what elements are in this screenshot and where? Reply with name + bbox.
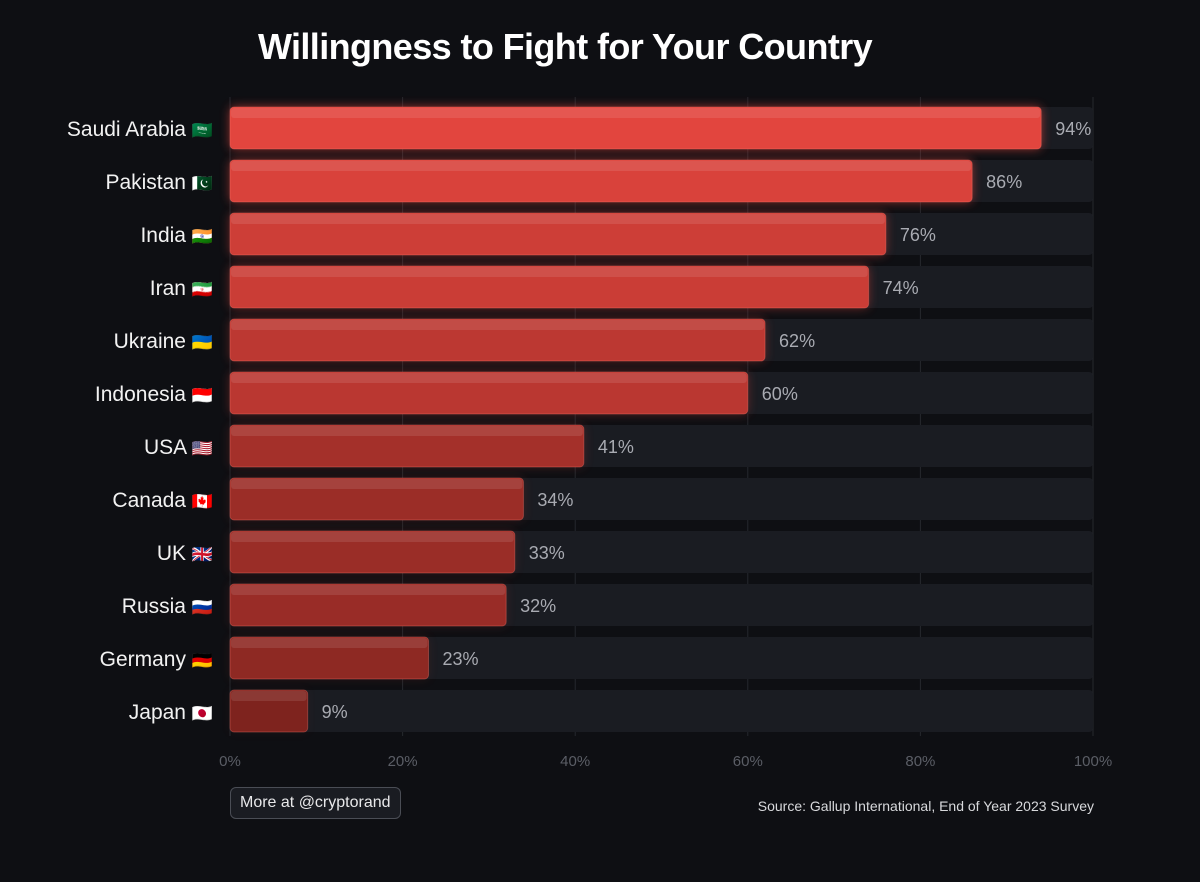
bar-usa bbox=[229, 424, 585, 468]
flag-icon: 🇩🇪 bbox=[192, 651, 213, 670]
value-label: 32% bbox=[520, 596, 556, 616]
country-name: Russia bbox=[122, 595, 192, 618]
labels: 0% 20% 40% 60% 80% 100% 94% Saudi Arabia 🇸🇦 86% P… bbox=[67, 118, 1112, 770]
bar-highlight bbox=[231, 320, 765, 330]
bar-track bbox=[230, 690, 1093, 732]
bar-highlight bbox=[231, 479, 523, 489]
flag-icon: 🇮🇳 bbox=[192, 227, 213, 246]
flag-icon: 🇮🇷 bbox=[192, 280, 213, 299]
x-tick-label: 40% bbox=[560, 753, 590, 770]
flag-icon: 🇸🇦 bbox=[192, 121, 213, 140]
flag-icon: 🇷🇺 bbox=[192, 598, 213, 617]
country-name: Canada bbox=[112, 489, 191, 512]
x-tick-label: 60% bbox=[733, 753, 763, 770]
flag-icon: 🇺🇦 bbox=[192, 333, 213, 352]
flag-icon: 🇺🇸 bbox=[192, 439, 213, 458]
category-label: Indonesia 🇮🇩 bbox=[95, 383, 213, 406]
bar-uk bbox=[229, 530, 516, 574]
category-label: Iran 🇮🇷 bbox=[150, 277, 213, 300]
chart-title: Willingness to Fight for Your Country bbox=[257, 26, 873, 67]
value-label: 23% bbox=[442, 649, 478, 669]
bar-canada bbox=[229, 477, 524, 521]
country-name: Japan bbox=[129, 701, 192, 724]
country-name: Pakistan bbox=[105, 171, 191, 194]
value-label: 33% bbox=[529, 543, 565, 563]
value-label: 34% bbox=[537, 490, 573, 510]
flag-icon: 🇯🇵 bbox=[192, 704, 213, 723]
bar-highlight bbox=[231, 214, 885, 224]
bars bbox=[229, 106, 1042, 733]
bar-india bbox=[229, 212, 887, 256]
x-tick-label: 0% bbox=[219, 753, 241, 770]
bar-highlight bbox=[231, 108, 1041, 118]
category-label: Pakistan 🇵🇰 bbox=[105, 171, 213, 194]
x-tick-label: 80% bbox=[905, 753, 935, 770]
bar-highlight bbox=[231, 161, 972, 171]
category-label: UK 🇬🇧 bbox=[157, 542, 213, 565]
category-label: Canada 🇨🇦 bbox=[112, 489, 213, 512]
bar-highlight bbox=[231, 267, 868, 277]
bar-indonesia bbox=[229, 371, 749, 415]
bar-pakistan bbox=[229, 159, 973, 203]
bar-highlight bbox=[231, 691, 307, 701]
country-name: India bbox=[140, 224, 191, 247]
bar-highlight bbox=[231, 638, 428, 648]
bar-russia bbox=[229, 583, 507, 627]
flag-icon: 🇮🇩 bbox=[192, 386, 213, 405]
country-name: Indonesia bbox=[95, 383, 192, 406]
bar-germany bbox=[229, 636, 429, 680]
value-label: 62% bbox=[779, 331, 815, 351]
flag-icon: 🇵🇰 bbox=[192, 174, 213, 193]
value-label: 41% bbox=[598, 437, 634, 457]
country-name: Germany bbox=[100, 648, 192, 671]
bar-track bbox=[230, 637, 1093, 679]
value-label: 86% bbox=[986, 172, 1022, 192]
bar-japan bbox=[229, 689, 309, 733]
category-label: India 🇮🇳 bbox=[140, 224, 213, 247]
value-label: 94% bbox=[1055, 119, 1091, 139]
country-name: USA bbox=[144, 436, 192, 459]
more-at-cryptorand-button[interactable]: More at @cryptorand bbox=[230, 787, 401, 819]
x-tick-label: 100% bbox=[1074, 753, 1112, 770]
category-label: USA 🇺🇸 bbox=[144, 436, 213, 459]
flag-icon: 🇨🇦 bbox=[192, 492, 213, 511]
value-label: 74% bbox=[883, 278, 919, 298]
bar-ukraine bbox=[229, 318, 766, 362]
bar-highlight bbox=[231, 532, 514, 542]
bar-iran bbox=[229, 265, 870, 309]
value-label: 9% bbox=[322, 702, 348, 722]
source-note: Source: Gallup International, End of Yea… bbox=[757, 798, 1094, 814]
bar-highlight bbox=[231, 373, 747, 383]
bar-saudi-arabia bbox=[229, 106, 1042, 150]
value-label: 60% bbox=[762, 384, 798, 404]
x-tick-label: 20% bbox=[388, 753, 418, 770]
country-name: Ukraine bbox=[114, 330, 192, 353]
country-name: Iran bbox=[150, 277, 192, 300]
bar-highlight bbox=[231, 585, 506, 595]
flag-icon: 🇬🇧 bbox=[192, 545, 213, 564]
category-label: Ukraine 🇺🇦 bbox=[114, 330, 213, 353]
value-label: 76% bbox=[900, 225, 936, 245]
category-label: Saudi Arabia 🇸🇦 bbox=[67, 118, 213, 141]
bar-highlight bbox=[231, 426, 583, 436]
category-label: Japan 🇯🇵 bbox=[129, 701, 213, 724]
category-label: Russia 🇷🇺 bbox=[122, 595, 213, 618]
category-label: Germany 🇩🇪 bbox=[100, 648, 213, 671]
country-name: UK bbox=[157, 542, 192, 565]
country-name: Saudi Arabia bbox=[67, 118, 192, 141]
grid-lines bbox=[229, 97, 1094, 736]
